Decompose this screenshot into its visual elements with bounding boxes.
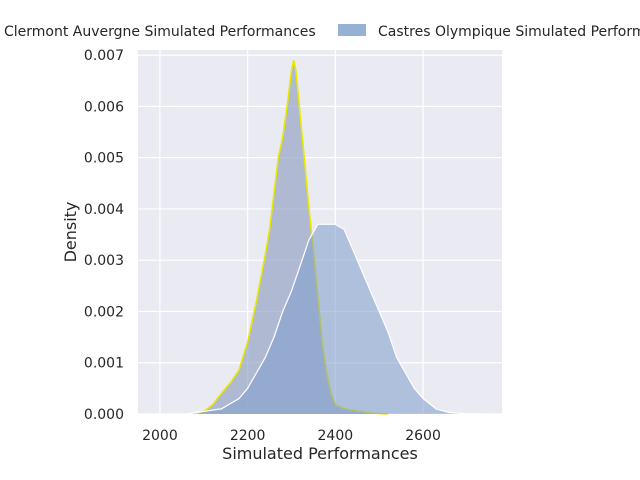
x-tick-label: 2400 [318, 428, 354, 444]
x-tick-label: 2000 [142, 428, 178, 444]
legend: Clermont Auvergne Simulated Performances… [4, 24, 640, 40]
y-axis-ticks: 0.000 0.001 0.002 0.003 0.004 0.005 0.006 0.007 [84, 48, 124, 423]
density-areas [186, 60, 485, 415]
y-tick-label: 0.004 [84, 202, 124, 218]
y-axis-label: Density [61, 202, 80, 263]
y-tick-label: 0.005 [84, 151, 124, 167]
legend-label-clermont: Clermont Auvergne Simulated Performances [4, 24, 316, 40]
y-tick-label: 0.002 [84, 304, 124, 320]
y-tick-label: 0.003 [84, 253, 124, 269]
y-tick-label: 0.000 [84, 407, 124, 423]
legend-swatch-castres [338, 24, 366, 36]
clermont-density-area [199, 60, 388, 415]
y-tick-label: 0.007 [84, 48, 124, 64]
x-tick-label: 2600 [405, 428, 441, 444]
x-tick-label: 2200 [230, 428, 266, 444]
castres-density-line [186, 223, 485, 415]
y-tick-label: 0.001 [84, 356, 124, 372]
y-tick-label: 0.006 [84, 99, 124, 115]
x-axis-ticks: 2000 2200 2400 2600 [142, 428, 441, 444]
castres-density-area [186, 224, 485, 414]
x-axis-label: Simulated Performances [222, 444, 418, 463]
legend-label-castres: Castres Olympique Simulated Performances [378, 24, 640, 40]
